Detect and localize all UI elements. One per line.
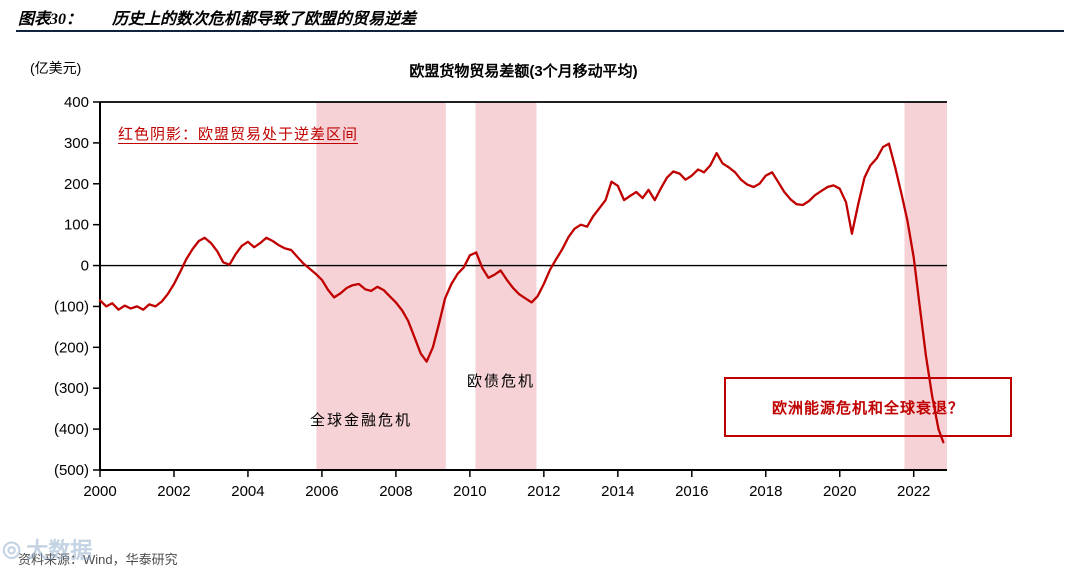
deficit-shaded-region [904,102,947,470]
y-tick-label: 300 [64,135,89,152]
deficit-shaded-region [316,102,446,470]
figure-number: 图表30： [18,11,83,28]
x-tick-label: 2020 [823,483,856,500]
x-tick-label: 2004 [231,483,264,500]
euro-debt-crisis-annotation: 欧债危机 [467,373,536,390]
y-tick-label: (100) [54,298,89,315]
y-tick-label: (500) [54,462,89,479]
deficit-shaded-region [475,102,537,470]
x-tick-label: 2012 [527,483,560,500]
x-tick-label: 2016 [675,483,708,500]
watermark: ◎ 大数据 [2,533,92,565]
x-tick-label: 2006 [305,483,338,500]
x-tick-label: 2022 [897,483,930,500]
y-axis-unit-label: (亿美元) [30,60,82,76]
y-tick-label: 0 [81,258,89,275]
chart-title: 欧盟货物贸易差额(3个月移动平均) [409,63,638,80]
trade-balance-series [98,142,945,444]
y-tick-label: 400 [64,94,89,111]
watermark-icon: ◎ [2,536,22,561]
x-tick-label: 2000 [83,483,116,500]
source-note: 资料来源：Wind，华泰研究 [18,552,178,567]
watermark-text: 大数据 [26,538,93,563]
x-tick-label: 2008 [379,483,412,500]
x-tick-label: 2002 [157,483,190,500]
y-tick-label: (300) [54,380,89,397]
x-tick-label: 2018 [749,483,782,500]
global-financial-crisis-annotation: 全球金融危机 [310,412,413,429]
energy-crisis-annotation-box: 欧洲能源危机和全球衰退？ [724,377,1012,437]
y-tick-label: 100 [64,217,89,234]
y-tick-label: (200) [54,339,89,356]
x-tick-label: 2014 [601,483,634,500]
x-tick-label: 2010 [453,483,486,500]
y-tick-label: 200 [64,176,89,193]
shading-legend-note: 红色阴影：欧盟贸易处于逆差区间 [118,126,359,143]
figure-header: 图表30： 历史上的数次危机都导致了欧盟的贸易逆差 [18,5,416,29]
y-tick-label: (400) [54,421,89,438]
figure-title: 历史上的数次危机都导致了欧盟的贸易逆差 [112,11,417,28]
header-rule [16,30,1064,32]
